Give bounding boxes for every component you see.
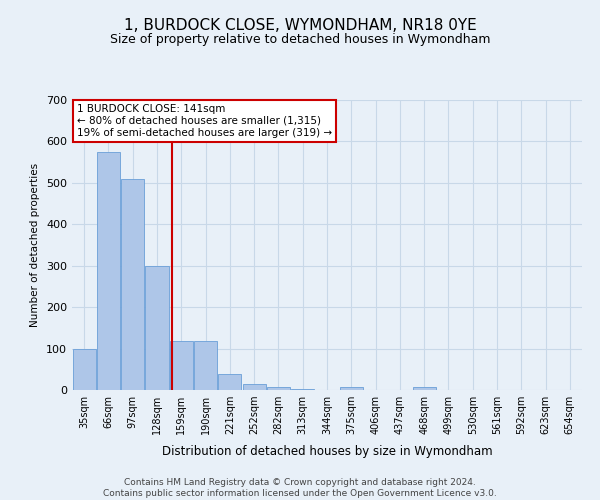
Bar bbox=[121, 178, 144, 390]
Text: Size of property relative to detached houses in Wymondham: Size of property relative to detached ho… bbox=[110, 32, 490, 46]
Bar bbox=[340, 386, 363, 390]
X-axis label: Distribution of detached houses by size in Wymondham: Distribution of detached houses by size … bbox=[161, 446, 493, 458]
Text: Contains HM Land Registry data © Crown copyright and database right 2024.
Contai: Contains HM Land Registry data © Crown c… bbox=[103, 478, 497, 498]
Bar bbox=[145, 266, 169, 390]
Bar bbox=[73, 348, 95, 390]
Text: 1 BURDOCK CLOSE: 141sqm
← 80% of detached houses are smaller (1,315)
19% of semi: 1 BURDOCK CLOSE: 141sqm ← 80% of detache… bbox=[77, 104, 332, 138]
Bar bbox=[291, 389, 314, 390]
Text: 1, BURDOCK CLOSE, WYMONDHAM, NR18 0YE: 1, BURDOCK CLOSE, WYMONDHAM, NR18 0YE bbox=[124, 18, 476, 32]
Bar bbox=[218, 374, 241, 390]
Bar bbox=[413, 386, 436, 390]
Y-axis label: Number of detached properties: Number of detached properties bbox=[31, 163, 40, 327]
Bar bbox=[170, 341, 193, 390]
Bar bbox=[194, 341, 217, 390]
Bar bbox=[267, 386, 290, 390]
Bar bbox=[97, 152, 120, 390]
Bar bbox=[242, 384, 266, 390]
